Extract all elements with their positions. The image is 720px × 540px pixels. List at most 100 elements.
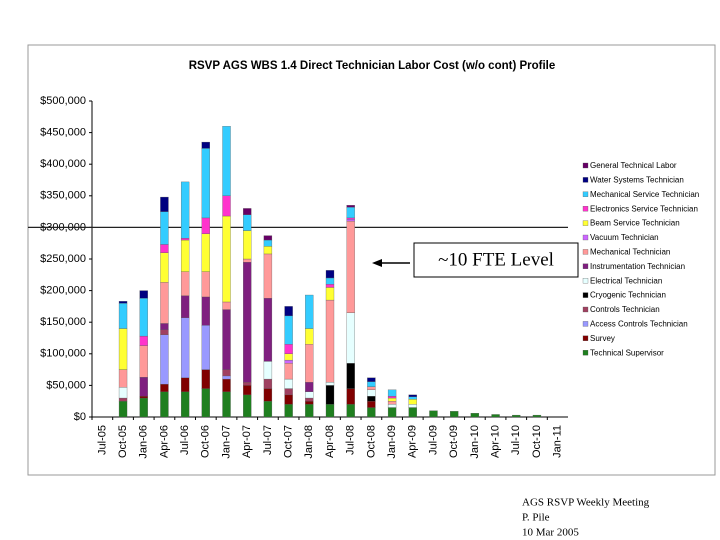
bar-segment [139, 298, 148, 337]
y-tick-label: $500,000 [40, 95, 86, 107]
bar-segment [284, 388, 293, 396]
bar-segment [325, 382, 335, 386]
bar-segment [160, 323, 169, 330]
bar-segment [325, 277, 335, 285]
x-tick-label: Jan-10 [469, 425, 481, 459]
legend-label: Vacuum Technician [590, 233, 659, 242]
bar-segment [222, 309, 231, 370]
bar-segment [346, 217, 355, 220]
legend-label: Instrumentation Technician [590, 262, 685, 271]
x-tick-label: Jan-07 [220, 425, 232, 459]
bar-segment [263, 378, 273, 389]
legend-label: Water Systems Technician [590, 176, 684, 185]
x-tick-label: Jan-09 [386, 425, 398, 459]
bar-segment [284, 394, 293, 405]
bar-segment [367, 381, 376, 387]
bar-segment [367, 377, 376, 382]
bar-segment [139, 377, 148, 397]
bar-segment [201, 271, 210, 298]
bar-segment [160, 383, 169, 392]
bar-segment [284, 315, 293, 345]
bar-segment [387, 395, 397, 399]
bar-segment [305, 404, 314, 418]
bar-segment [201, 233, 210, 272]
bar-segment [139, 397, 148, 418]
legend-swatch [582, 191, 589, 197]
bar-segment [305, 344, 314, 383]
chart-title: RSVP AGS WBS 1.4 Direct Technician Labor… [189, 60, 556, 72]
legend-swatch [582, 335, 589, 341]
legend-label: Beam Service Technician [590, 219, 680, 228]
bar-segment [139, 335, 148, 346]
bar-segment [346, 220, 355, 313]
bar-segment [325, 284, 335, 288]
y-tick-label: $0 [74, 411, 86, 423]
bar-segment [408, 407, 417, 418]
bar-segment [139, 345, 148, 378]
footer-line: P. Pile [522, 512, 550, 524]
bar-segment [305, 397, 314, 402]
bar-segment [284, 378, 293, 389]
bar-segment [367, 386, 376, 390]
bar-segment [118, 303, 128, 329]
bar-segment [180, 271, 190, 296]
bar-segment [118, 397, 128, 402]
x-tick-label: Oct-05 [117, 425, 129, 458]
bar-segment [284, 353, 293, 361]
bar-segment [201, 141, 210, 149]
y-tick-label: $350,000 [40, 190, 86, 202]
y-tick-label: $400,000 [40, 158, 86, 170]
bar-segment [367, 407, 376, 418]
legend-label: Mechanical Technician [590, 248, 670, 257]
bar-segment [450, 411, 459, 418]
bar-segment [325, 404, 335, 418]
legend-label: Technical Supervisor [590, 348, 664, 357]
bar-segment [305, 294, 314, 329]
bar-segment [118, 387, 128, 399]
bar-segment [222, 126, 231, 196]
bar-segment [118, 369, 128, 388]
bar-segment [160, 252, 169, 283]
x-tick-label: Oct-10 [531, 425, 543, 458]
bar-segment [243, 258, 252, 263]
bar-segment [387, 401, 397, 405]
bar-segment [387, 407, 397, 418]
bar-segment [201, 325, 210, 370]
bar-segment [305, 391, 314, 399]
legend-swatch [582, 220, 589, 226]
bar-segment [139, 290, 148, 299]
legend-label: Cryogenic Technician [590, 291, 666, 300]
x-tick-label: Jul-09 [427, 425, 439, 455]
bar-segment [532, 414, 542, 418]
bar-segment [408, 399, 417, 405]
y-tick-label: $450,000 [40, 127, 86, 139]
bar-segment [201, 296, 210, 326]
bar-segment [160, 196, 169, 212]
bar-segment [367, 401, 376, 408]
bar-segment [367, 389, 376, 397]
bar-segment [346, 404, 355, 418]
bar-segment [243, 394, 252, 418]
bar-segment [160, 391, 169, 418]
x-tick-label: Apr-08 [324, 425, 336, 458]
bar-segment [222, 391, 231, 418]
bar-segment [160, 282, 169, 324]
legend-label: Electronics Service Technician [590, 204, 698, 213]
legend-swatch [582, 177, 589, 183]
x-tick-label: Jul-05 [96, 425, 108, 455]
bar-segment [263, 401, 273, 418]
legend-swatch [582, 350, 589, 356]
bar-segment [243, 208, 252, 215]
legend-label: Electrical Technician [590, 276, 662, 285]
bar-segment [387, 397, 397, 402]
bar-segment [346, 363, 355, 389]
bar-segment [367, 395, 376, 402]
bar-segment [222, 215, 231, 303]
bar-segment [160, 211, 169, 245]
bar-segment [222, 378, 231, 392]
bar-segment [284, 363, 293, 380]
bar-segment [201, 217, 210, 234]
bar-segment [263, 246, 273, 255]
bar-segment [201, 388, 210, 418]
